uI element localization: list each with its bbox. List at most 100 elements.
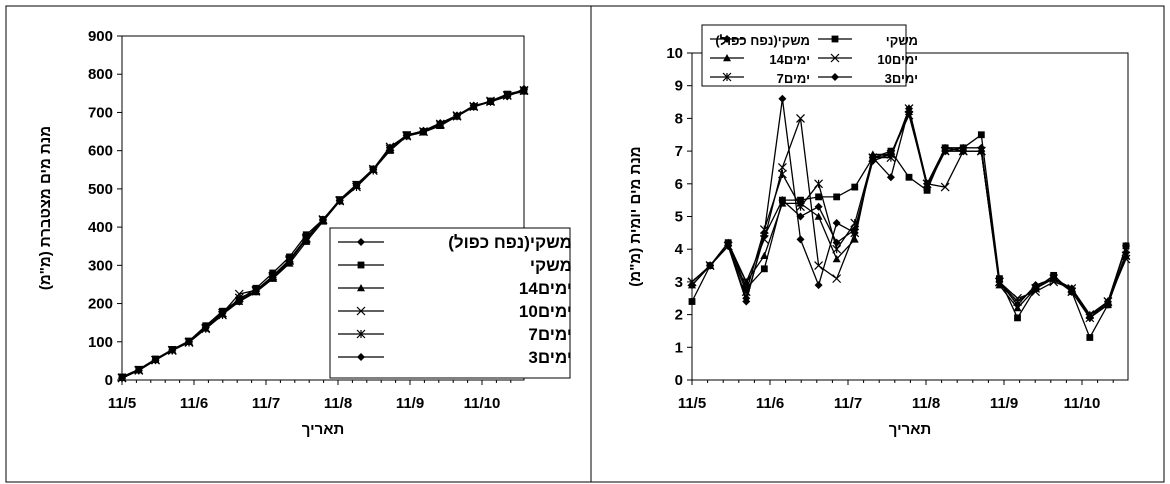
data-point — [886, 150, 895, 159]
data-point — [941, 143, 950, 152]
data-point — [760, 265, 768, 273]
y-tick-label: 10 — [666, 45, 683, 62]
y-tick-label: 7 — [675, 143, 683, 160]
data-point — [796, 235, 805, 244]
legend-item: 14ימים — [710, 52, 810, 67]
legend-marker — [831, 73, 839, 81]
y-tick-label: 6 — [675, 176, 683, 193]
data-point — [185, 337, 193, 346]
legend-label: משקי(נפח כפול) — [715, 33, 810, 48]
data-point — [268, 273, 277, 282]
legend-label: 7ימים — [528, 325, 572, 344]
data-point — [1122, 242, 1130, 250]
x-tick-label: 11/6 — [180, 395, 208, 412]
series-line-1 — [691, 133, 1127, 340]
data-point — [868, 156, 877, 165]
y-tick-label: 1 — [675, 339, 683, 356]
data-point — [814, 261, 824, 270]
legend-marker — [831, 35, 839, 43]
x-tick-label: 11/5 — [678, 395, 706, 412]
legend-item: 3ימים — [338, 348, 572, 367]
legend: משקי(נפח כפול) משקי 14ימים 10ימים 7ימים 3ימים — [701, 24, 918, 87]
data-point — [201, 323, 210, 332]
data-point — [285, 257, 294, 266]
legend-item: 10ימים — [338, 302, 572, 321]
x-tick-label: 11/6 — [756, 395, 784, 412]
x-tick-label: 11/7 — [834, 395, 862, 412]
legend-label: 14ימים — [769, 52, 810, 67]
legend-marker — [723, 35, 731, 43]
legend-item: 10ימים — [818, 52, 918, 67]
data-point — [302, 233, 311, 242]
y-tick-label: 5 — [675, 209, 683, 226]
legend-box — [701, 24, 907, 87]
data-point — [1067, 284, 1076, 293]
y-axis-label: מנת מים מצטברת (מ"מ) — [37, 126, 54, 290]
data-point — [796, 202, 805, 212]
y-tick-label: 4 — [675, 241, 684, 258]
data-point — [688, 281, 696, 290]
data-point — [886, 173, 895, 182]
data-point — [1014, 314, 1021, 322]
y-tick-label: 900 — [88, 28, 113, 45]
legend-marker — [723, 54, 731, 62]
legend-label: 3ימים — [885, 71, 918, 86]
legend-box — [329, 227, 571, 379]
data-point — [453, 111, 461, 120]
data-point — [352, 181, 361, 190]
data-point — [688, 298, 696, 305]
legend-marker — [356, 306, 366, 316]
data-point — [469, 101, 478, 110]
legend-item: 7ימים — [338, 325, 572, 344]
data-point — [832, 238, 841, 247]
cumulative-water-chart: 0 100 200 300 400 500 600 700 800 900 11/5 11/6 11/7… — [37, 28, 572, 438]
series-line-4 — [691, 106, 1127, 319]
data-point — [760, 251, 769, 259]
data-point — [905, 107, 913, 116]
x-tick-label: 11/9 — [396, 395, 424, 412]
legend-marker — [722, 72, 732, 82]
x-tick-label: 11/10 — [1064, 395, 1101, 412]
legend-marker — [357, 353, 365, 361]
data-point — [814, 281, 823, 290]
x-tick-label: 11/7 — [252, 395, 280, 412]
x-tick-label: 11/5 — [108, 395, 136, 412]
data-point — [520, 84, 528, 93]
legend-item: משקי(נפח כפול) — [710, 33, 810, 48]
data-point — [118, 374, 126, 383]
data-point — [402, 131, 411, 140]
y-tick-label: 300 — [88, 257, 113, 274]
data-point — [814, 212, 823, 220]
data-point — [977, 147, 986, 156]
data-point — [252, 286, 260, 295]
data-point — [319, 215, 327, 224]
x-axis-label: תאריך — [889, 421, 932, 438]
legend-item: 14ימים — [338, 279, 572, 298]
data-point — [814, 202, 823, 211]
x-tick-label: 11/9 — [990, 395, 1018, 412]
data-point — [959, 147, 968, 156]
data-point — [218, 308, 227, 317]
legend-label: 10ימים — [877, 52, 918, 67]
data-point — [386, 143, 394, 152]
data-point — [833, 193, 841, 201]
data-point — [1031, 281, 1040, 290]
data-point — [832, 219, 841, 228]
data-point — [977, 131, 985, 139]
legend-marker — [830, 53, 840, 63]
data-point — [760, 232, 769, 241]
legend-label: משקי(נפח כפול) — [448, 233, 572, 252]
legend-label: 14ימים — [519, 279, 572, 298]
legend-item: משקי — [338, 256, 572, 275]
y-tick-label: 2 — [675, 307, 683, 324]
data-point — [777, 169, 787, 179]
series-line-3 — [691, 113, 1127, 316]
legend-marker — [356, 329, 366, 339]
data-point — [778, 196, 787, 205]
legend-label: משקי — [886, 33, 918, 48]
legend-label: 3ימים — [528, 348, 572, 367]
y-tick-label: 400 — [88, 219, 113, 236]
data-point — [419, 126, 428, 135]
legend-item: 7ימים — [710, 71, 810, 86]
